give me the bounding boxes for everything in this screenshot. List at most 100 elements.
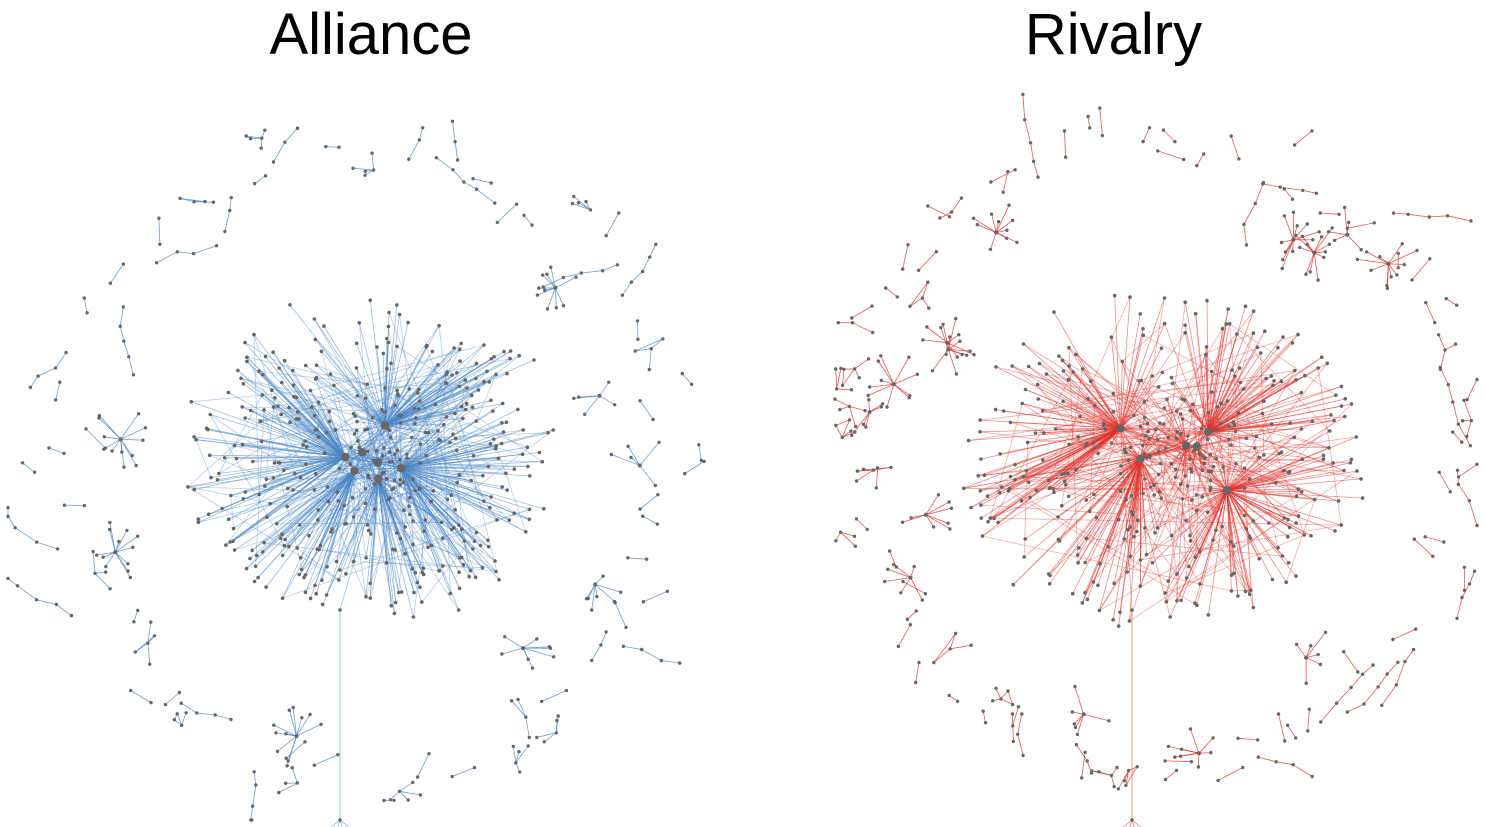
network-node	[1158, 421, 1162, 425]
network-edge	[7, 578, 18, 587]
network-edge	[1447, 215, 1472, 222]
network-node	[387, 450, 392, 455]
network-node	[424, 345, 429, 349]
network-edge	[253, 771, 257, 786]
network-edge	[1064, 375, 1306, 474]
network-node	[411, 477, 415, 481]
network-node	[1206, 613, 1211, 617]
network-edge	[401, 466, 489, 469]
network-edge	[990, 517, 1342, 526]
network-edge	[1260, 352, 1265, 456]
network-edge	[948, 349, 957, 375]
network-edge	[1343, 651, 1359, 673]
network-edge	[400, 430, 439, 469]
network-node	[1161, 128, 1166, 132]
network-edge	[14, 527, 37, 543]
network-node	[184, 711, 188, 715]
network-node	[431, 489, 436, 493]
network-edge	[344, 456, 461, 559]
network-node	[629, 280, 634, 284]
network-edge	[1099, 458, 1141, 611]
network-edge	[128, 356, 134, 375]
network-edge	[555, 276, 577, 289]
network-node	[32, 470, 37, 474]
network-node	[1456, 482, 1461, 486]
network-node	[1291, 237, 1296, 242]
network-node	[1283, 739, 1287, 743]
network-node	[474, 376, 478, 381]
network-node	[417, 399, 422, 403]
network-node	[1179, 598, 1183, 603]
network-node	[1162, 321, 1167, 326]
network-node	[496, 456, 501, 461]
network-node	[378, 482, 383, 486]
network-edge	[1065, 463, 1236, 486]
network-node	[1332, 238, 1337, 243]
network-node	[275, 749, 280, 754]
network-node	[1025, 440, 1030, 445]
network-edge	[289, 421, 346, 458]
network-node	[1074, 468, 1078, 472]
network-edge	[910, 577, 923, 601]
network-edge	[419, 127, 424, 141]
network-node	[554, 731, 558, 735]
network-edge	[1305, 657, 1321, 665]
network-node	[102, 447, 106, 451]
network-node	[252, 332, 256, 337]
network-edge	[293, 384, 379, 479]
network-edge	[1184, 302, 1209, 432]
network-node	[308, 596, 313, 601]
network-edge	[109, 263, 124, 284]
network-node	[271, 405, 276, 409]
network-edge	[1226, 489, 1363, 499]
network-edge	[319, 425, 386, 546]
network-node	[1197, 452, 1202, 456]
network-node	[195, 711, 199, 715]
network-edge	[1208, 431, 1257, 437]
network-node	[1214, 457, 1219, 461]
network-edge	[388, 326, 399, 394]
network-edge	[1466, 379, 1478, 400]
network-node	[957, 333, 961, 337]
network-node	[1141, 327, 1145, 331]
network-edge	[1176, 410, 1187, 446]
network-node	[1396, 266, 1400, 270]
network-edge	[851, 305, 873, 319]
network-edge	[1111, 337, 1201, 552]
network-node	[286, 486, 290, 491]
network-edge	[344, 408, 419, 458]
network-node	[380, 472, 384, 476]
network-edge	[1347, 234, 1362, 250]
network-edge	[345, 456, 489, 467]
network-edge	[1313, 236, 1322, 253]
network-edge	[1350, 673, 1363, 688]
network-edge	[56, 604, 72, 616]
network-node	[1221, 465, 1225, 470]
network-edge	[246, 470, 355, 569]
network-node	[530, 666, 535, 670]
network-edge	[1180, 490, 1228, 601]
network-node	[1195, 164, 1199, 168]
network-edge	[1226, 490, 1232, 576]
network-node	[312, 488, 317, 492]
network-edge	[1388, 263, 1392, 277]
network-node	[1242, 513, 1247, 518]
network-node	[1178, 754, 1183, 758]
network-node	[1179, 432, 1183, 436]
network-node	[398, 457, 402, 462]
alliance-nodes	[6, 119, 706, 822]
network-edge	[555, 287, 557, 308]
network-edge	[1140, 458, 1160, 493]
network-node	[1448, 490, 1452, 494]
network-node	[1261, 182, 1265, 186]
network-node	[927, 306, 931, 310]
network-node	[494, 372, 498, 377]
network-node	[121, 262, 126, 266]
network-node	[363, 396, 368, 400]
network-edge	[1307, 709, 1310, 731]
network-node	[354, 366, 359, 370]
network-node	[1010, 702, 1015, 707]
network-edge	[1452, 431, 1462, 443]
network-node	[489, 181, 493, 185]
network-node	[1244, 436, 1249, 441]
